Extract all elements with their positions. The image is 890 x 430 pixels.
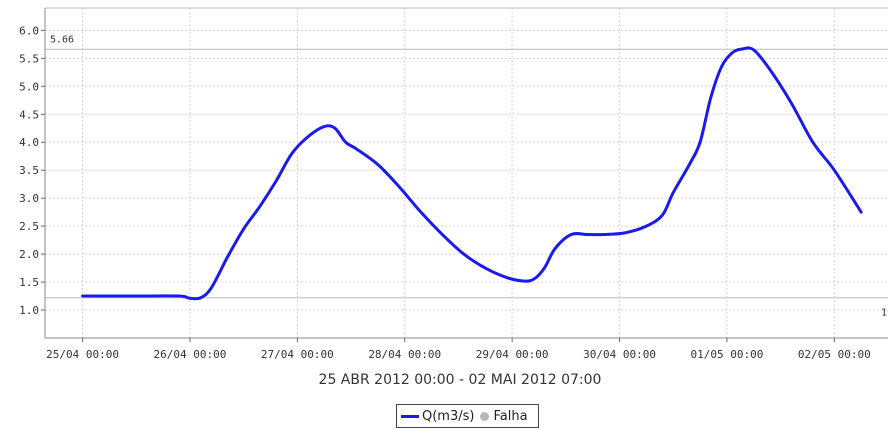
y-tick-label: 2.0 xyxy=(19,248,39,261)
axes xyxy=(44,7,888,339)
x-tick-label: 27/04 00:00 xyxy=(261,348,334,361)
x-tick-label: 29/04 00:00 xyxy=(476,348,549,361)
legend-item-failure[interactable]: Falha xyxy=(480,408,528,424)
x-tick-label: 01/05 00:00 xyxy=(690,348,763,361)
series xyxy=(81,46,863,301)
y-tick-label: 1.0 xyxy=(19,304,39,317)
y-tick-label: 3.5 xyxy=(19,164,39,177)
x-axis-title: 25 ABR 2012 00:00 - 02 MAI 2012 07:00 xyxy=(319,372,602,388)
x-tick-label: 28/04 00:00 xyxy=(368,348,441,361)
legend-label-failure: Falha xyxy=(493,408,528,424)
y-ticks: 1.0 1.5 2.0 2.5 3.0 3.5 4.0 4.5 5.0 5.5 6.0 xyxy=(19,24,45,317)
legend-dot-swatch xyxy=(480,411,490,421)
y-tick-label: 1.5 xyxy=(19,276,39,289)
reference-label-min: 1 xyxy=(881,308,887,319)
y-tick-label: 2.5 xyxy=(19,220,39,233)
y-tick-label: 6.0 xyxy=(19,24,39,37)
y-tick-label: 4.0 xyxy=(19,136,39,149)
legend-item-series[interactable]: Q(m3/s) xyxy=(401,409,474,424)
legend-line-swatch xyxy=(401,414,419,418)
legend: Q(m3/s) Falha xyxy=(396,404,539,428)
reference-label-max: 5.66 xyxy=(50,34,74,45)
x-tick-label: 26/04 00:00 xyxy=(154,348,227,361)
y-tick-label: 4.5 xyxy=(19,108,39,121)
x-tick-label: 25/04 00:00 xyxy=(46,348,119,361)
grid xyxy=(45,8,888,338)
y-tick-label: 3.0 xyxy=(19,192,39,205)
x-tick-label: 30/04 00:00 xyxy=(583,348,656,361)
y-tick-label: 5.0 xyxy=(19,80,39,93)
y-tick-label: 5.5 xyxy=(19,52,39,65)
x-tick-label: 02/05 00:00 xyxy=(798,348,871,361)
reference-lines: 5.66 1 xyxy=(45,34,888,319)
series-line-q xyxy=(81,46,863,301)
legend-label-series: Q(m3/s) xyxy=(422,408,475,424)
x-ticks: 25/04 00:00 26/04 00:00 27/04 00:00 28/04 0… xyxy=(46,338,871,361)
